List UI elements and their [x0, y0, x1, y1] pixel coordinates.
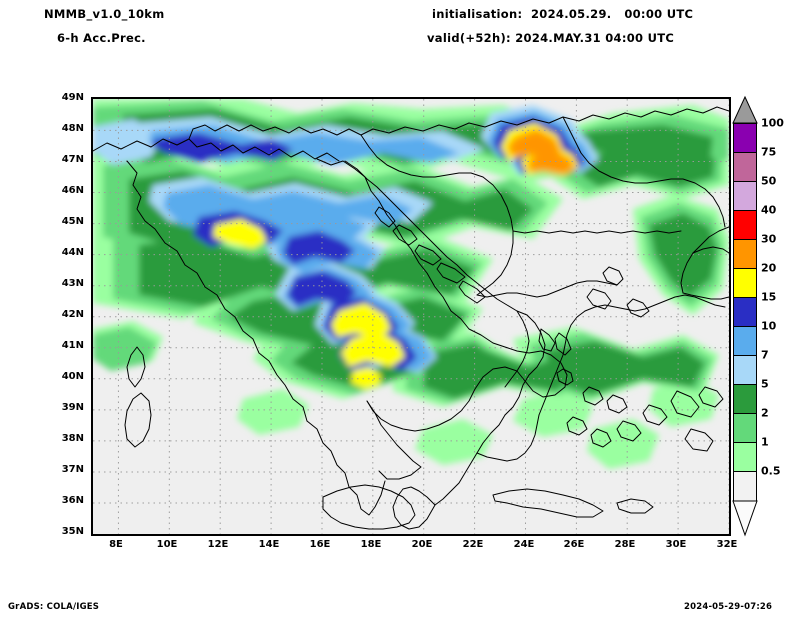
software-credit-label: GrADS: COLA/IGES	[8, 602, 100, 612]
x-tick-label-28E: 28E	[614, 539, 636, 550]
map-plot-area	[91, 97, 731, 536]
colorbar-label-7: 7	[761, 348, 769, 362]
colorbar-under-arrow	[732, 500, 758, 537]
colorbar-label-50: 50	[761, 174, 777, 188]
y-tick-label-45N: 45N	[61, 216, 84, 227]
colorbar-label-2: 2	[761, 406, 769, 420]
colorbar-band-5	[733, 384, 757, 413]
colorbar-band-100	[733, 123, 757, 152]
x-tick-label-24E: 24E	[513, 539, 535, 550]
colorbar-divider-50	[733, 181, 757, 182]
coastline-borders	[93, 106, 729, 530]
y-tick-label-49N: 49N	[61, 92, 84, 103]
colorbar-band-1	[733, 442, 757, 471]
x-tick-label-14E: 14E	[258, 539, 280, 550]
map-canvas	[93, 99, 729, 534]
colorbar-divider-0.5	[733, 471, 757, 472]
y-tick-label-43N: 43N	[61, 278, 84, 289]
initialisation-time-label: initialisation: 2024.05.29. 00:00 UTC	[432, 7, 694, 21]
colorbar-label-5: 5	[761, 377, 769, 391]
field-name-label: 6-h Acc.Prec.	[57, 31, 146, 45]
y-tick-label-40N: 40N	[61, 371, 84, 382]
colorbar-label-10: 10	[761, 319, 777, 333]
colorbar-divider-2	[733, 413, 757, 414]
colorbar-divider-40	[733, 210, 757, 211]
x-tick-label-22E: 22E	[462, 539, 484, 550]
y-tick-label-41N: 41N	[61, 340, 84, 351]
colorbar-divider-30	[733, 239, 757, 240]
y-tick-label-37N: 37N	[61, 464, 84, 475]
colorbar-divider-5	[733, 384, 757, 385]
colorbar-label-0.5: 0.5	[761, 464, 781, 478]
y-tick-label-38N: 38N	[61, 433, 84, 444]
colorbar-divider-20	[733, 268, 757, 269]
colorbar-label-1: 1	[761, 435, 769, 449]
x-tick-label-20E: 20E	[411, 539, 433, 550]
y-tick-label-39N: 39N	[61, 402, 84, 413]
colorbar-divider-7	[733, 355, 757, 356]
colorbar-band-20	[733, 268, 757, 297]
x-tick-label-10E: 10E	[156, 539, 178, 550]
valid-time-label: valid(+52h): 2024.MAY.31 04:00 UTC	[427, 31, 675, 45]
colorbar-label-100: 100	[761, 116, 784, 130]
colorbar-band-0.5	[733, 471, 757, 501]
colorbar-band-10	[733, 326, 757, 355]
colorbar-divider-1	[733, 442, 757, 443]
render-timestamp-label: 2024-05-29-07:26	[684, 602, 773, 612]
colorbar-band-30	[733, 239, 757, 268]
map-gridlines	[93, 99, 729, 534]
colorbar-band-50	[733, 181, 757, 210]
colorbar-divider-75	[733, 152, 757, 153]
colorbar-label-40: 40	[761, 203, 777, 217]
colorbar-band-75	[733, 152, 757, 181]
y-tick-label-42N: 42N	[61, 309, 84, 320]
x-tick-label-18E: 18E	[360, 539, 382, 550]
x-tick-label-12E: 12E	[207, 539, 229, 550]
x-tick-label-16E: 16E	[309, 539, 331, 550]
colorbar-divider-15	[733, 297, 757, 298]
y-tick-label-47N: 47N	[61, 154, 84, 165]
colorbar-label-75: 75	[761, 145, 777, 159]
colorbar-label-20: 20	[761, 261, 777, 275]
model-name-label: NMMB_v1.0_10km	[44, 7, 165, 21]
x-tick-label-32E: 32E	[716, 539, 738, 550]
x-tick-label-26E: 26E	[563, 539, 585, 550]
colorbar[interactable]: 100 75 50 40 30 20 15 10 7 5 2 1 0.5	[733, 97, 784, 501]
colorbar-label-30: 30	[761, 232, 777, 246]
y-tick-label-36N: 36N	[61, 495, 84, 506]
y-tick-label-44N: 44N	[61, 247, 84, 258]
colorbar-band-40	[733, 210, 757, 239]
colorbar-band-7	[733, 355, 757, 384]
colorbar-band-15	[733, 297, 757, 326]
colorbar-label-15: 15	[761, 290, 777, 304]
y-tick-label-48N: 48N	[61, 123, 84, 134]
y-tick-label-46N: 46N	[61, 185, 84, 196]
colorbar-divider-10	[733, 326, 757, 327]
x-tick-label-30E: 30E	[665, 539, 687, 550]
colorbar-band-2	[733, 413, 757, 442]
y-tick-label-35N: 35N	[61, 526, 84, 537]
x-tick-label-8E: 8E	[109, 539, 123, 550]
colorbar-divider-100	[733, 123, 757, 124]
